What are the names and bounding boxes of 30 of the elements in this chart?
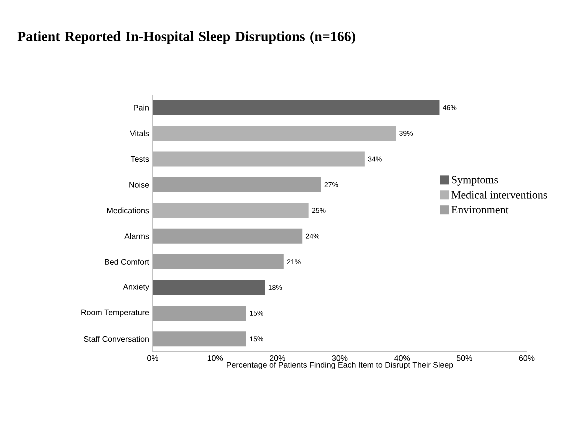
x-tick-label: 0%	[148, 356, 158, 362]
bar	[153, 332, 246, 347]
bar	[153, 126, 396, 142]
x-tick-label: 60%	[519, 356, 535, 362]
chart-title: Patient Reported In-Hospital Sleep Disruptions (n=166)	[18, 32, 356, 44]
bar	[153, 228, 303, 244]
y-tick-label: Staff Conversation	[84, 336, 149, 342]
y-tick-label: Bed Comfort	[105, 259, 150, 265]
y-tick-label: Alarms	[124, 233, 150, 240]
legend-label: Environment	[452, 206, 509, 214]
y-tick-label: Medications	[107, 208, 150, 214]
x-tick-label: 30%	[332, 356, 348, 362]
bar	[153, 306, 246, 321]
y-tick-label: Noise	[130, 182, 150, 188]
y-tick-label: Pain	[134, 104, 149, 111]
x-tick-label: 10%	[208, 356, 224, 362]
y-tick-label: Room Temperature	[82, 310, 150, 318]
legend-label: Medical interventions	[452, 191, 548, 199]
y-tick-label: Anxiety	[123, 284, 150, 292]
bar	[153, 177, 322, 192]
bar	[153, 203, 309, 218]
x-tick-label: 50%	[456, 356, 472, 362]
y-tick-label: Vitals	[130, 130, 150, 136]
legend-label: Symptoms	[452, 176, 498, 186]
bar	[153, 254, 284, 270]
x-axis-title: Percentage of Patients Finding Each Item to Disrupt Their Sleep	[227, 362, 454, 370]
x-tick-label: 20%	[270, 356, 286, 362]
y-tick-label: Tests	[130, 156, 150, 162]
bar	[153, 152, 365, 167]
x-tick-label: 40%	[394, 356, 410, 362]
